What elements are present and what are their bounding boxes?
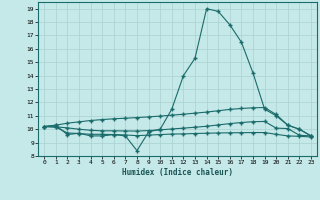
X-axis label: Humidex (Indice chaleur): Humidex (Indice chaleur) bbox=[122, 168, 233, 177]
